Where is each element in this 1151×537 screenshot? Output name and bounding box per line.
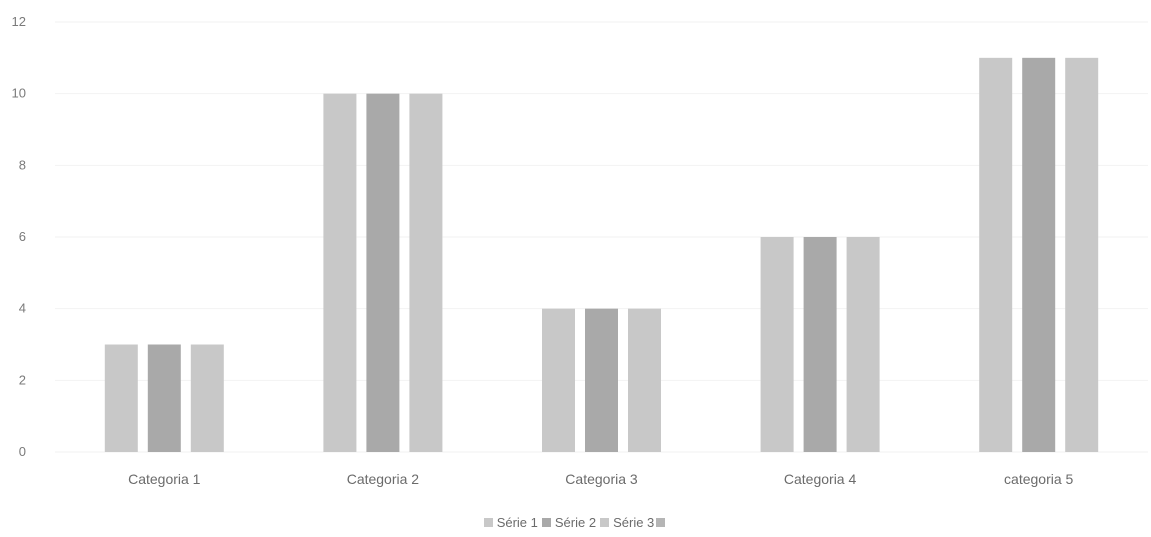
- y-tick-label: 0: [19, 444, 26, 459]
- bar-series-2-category-5: [1022, 57, 1056, 452]
- y-tick-label: 2: [19, 372, 26, 387]
- category-label: categoria 5: [1004, 471, 1073, 487]
- legend-label: Série 2: [554, 515, 597, 530]
- legend-item: Série 2: [541, 515, 597, 530]
- category-label: Categoria 4: [784, 471, 857, 487]
- bar-series-3-category-2: [409, 93, 443, 453]
- bar-series-2-category-3: [585, 308, 618, 452]
- y-tick-label: 8: [19, 157, 26, 172]
- bar-series-3-category-4: [846, 237, 880, 452]
- bar-series-3-category-1: [190, 344, 224, 452]
- legend-swatch: [600, 518, 610, 527]
- legend-label: Série 1: [496, 515, 538, 530]
- bar-series-2-category-4: [803, 237, 837, 452]
- bar-series-3-category-3: [628, 308, 661, 452]
- bar-series-1-category-5: [979, 57, 1013, 452]
- legend-item: Série 3: [600, 515, 654, 530]
- y-axis-tick-labels: 0 2 4 6 8 10 12: [12, 14, 26, 459]
- y-tick-label: 6: [19, 229, 26, 244]
- bar-series-1-category-1: [104, 344, 138, 452]
- legend-item: Série 1: [483, 515, 538, 530]
- bar-series-2-category-2: [366, 93, 400, 453]
- y-tick-label: 10: [12, 86, 26, 101]
- legend-swatch: [656, 518, 666, 527]
- legend: Série 1 Série 2 Série 3: [0, 515, 1151, 530]
- category-label: Categoria 1: [128, 471, 201, 487]
- y-tick-label: 12: [12, 14, 26, 29]
- bar-series-2-category-1: [147, 344, 181, 452]
- bar-series-1-category-4: [760, 237, 794, 452]
- y-tick-label: 4: [19, 301, 26, 316]
- legend-swatch: [483, 518, 493, 527]
- bar-series-1-category-2: [323, 93, 357, 453]
- x-axis-category-labels: Categoria 1 Categoria 2 Categoria 3 Categor…: [128, 471, 1073, 487]
- category-label: Categoria 3: [565, 471, 638, 487]
- bar-series-1-category-3: [542, 308, 575, 452]
- category-label: Categoria 2: [347, 471, 420, 487]
- legend-label: Série 3: [613, 515, 655, 530]
- legend-swatch: [541, 518, 551, 527]
- bars: [104, 57, 1099, 453]
- bar-series-3-category-5: [1065, 57, 1099, 452]
